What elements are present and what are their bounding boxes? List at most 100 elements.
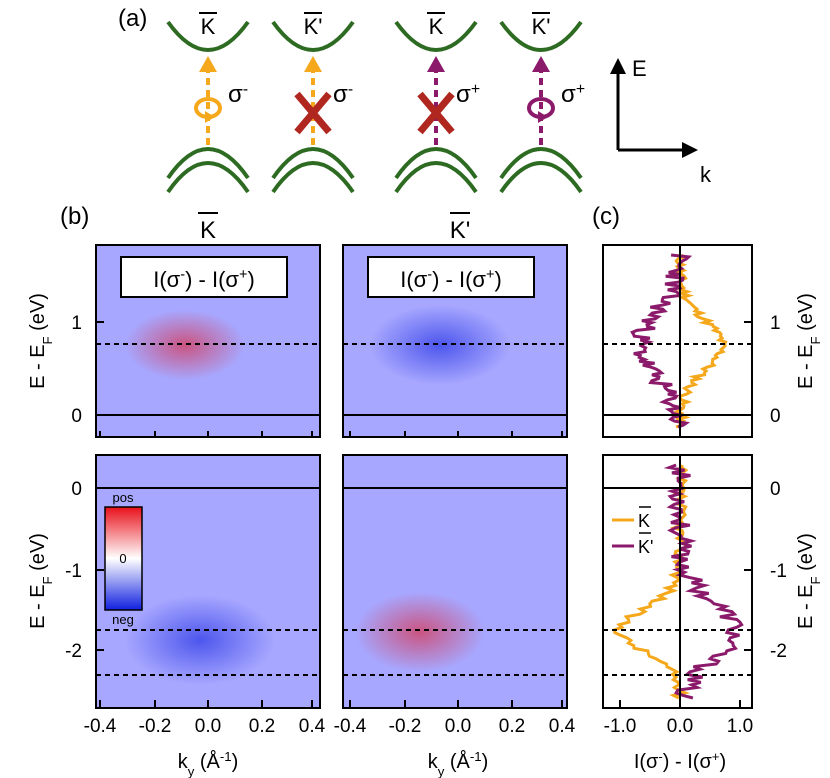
kprime-profile	[630, 253, 693, 429]
profile-plot-1	[602, 244, 753, 438]
valley-label: K'	[304, 14, 323, 39]
arrow-head	[532, 56, 550, 72]
legend: K K'	[612, 506, 653, 557]
polarization-label: σ-	[333, 81, 353, 109]
difference-label: I(σ-) - I(σ+)	[153, 267, 255, 292]
column-title: K'	[450, 217, 471, 244]
x-tick-label: -0.2	[389, 716, 422, 737]
transition-column-3: Kσ+	[394, 12, 480, 194]
transition-column-4: K' σ+	[499, 12, 585, 194]
panel-c: (c) K K' -1.0 0.0 1.0I(σ-) - I(σ+) 1 0 0 -1 -2 E -…	[592, 203, 823, 773]
profile-frame	[602, 244, 753, 438]
panel-b: (b) K K' I(σ-) - I(σ+) I(σ-) - I(σ+) pos 0 ne…	[27, 203, 576, 778]
x-tick-label: 1.0	[727, 716, 753, 737]
dichroism-profiles: K K' -1.0 0.0 1.0I(σ-) - I(σ+) 1 0 0 -1 -2 E - EF …	[602, 244, 823, 774]
map-kprime-upper: I(σ-) - I(σ+)	[342, 244, 568, 438]
conduction-band	[499, 20, 583, 52]
difference-label-box	[367, 256, 535, 298]
x-axis-label: I(σ-) - I(σ+)	[634, 749, 726, 774]
k-axis-arrow	[682, 142, 698, 158]
polarization-label: σ+	[456, 81, 480, 109]
x-tick-label: -0.4	[334, 716, 367, 737]
colorbar: pos 0 neg	[104, 490, 143, 627]
conduction-band	[271, 20, 355, 52]
valence-band-upper	[394, 147, 478, 180]
legend-label: K	[638, 511, 650, 531]
map-frame	[342, 454, 568, 709]
y-tick-label: -1	[770, 561, 787, 582]
valence-band-lower	[271, 161, 355, 194]
transition-column-2: K' σ-	[271, 12, 355, 194]
e-axis-label: E	[632, 56, 647, 81]
forbidden-cross-icon	[417, 91, 455, 135]
x-tick-label: 0.2	[249, 716, 275, 737]
panel-a: (a) Kσ- K' σ- Kσ+ K' σ+ E k	[118, 5, 712, 194]
map-noise	[343, 455, 567, 708]
dichroism-feature	[125, 310, 245, 380]
y-tick-label: 1	[770, 313, 781, 334]
dichroism-feature	[370, 305, 510, 385]
conduction-band	[166, 20, 250, 52]
colorbar-bottom-label: neg	[112, 612, 134, 627]
y-axis-label: E - EF (eV)	[795, 533, 823, 629]
y-tick-label: 1	[71, 313, 82, 334]
x-tick-label: 0.2	[499, 716, 525, 737]
profile-frame	[602, 454, 753, 709]
profile-curves	[612, 463, 744, 700]
map-frame	[342, 244, 568, 438]
y-tick-label: 0	[71, 406, 82, 427]
y-tick-label: 0	[71, 479, 82, 500]
x-tick-label: -0.2	[139, 716, 172, 737]
k-axis-label: k	[700, 162, 712, 187]
colorbar-mid-label: 0	[119, 551, 126, 566]
x-tick-label: 0.4	[299, 716, 326, 737]
dichroism-feature	[125, 595, 275, 685]
kprime-profile	[663, 463, 744, 700]
e-k-axes: E k	[610, 56, 712, 187]
difference-label-box	[120, 256, 288, 298]
panel-b-label: (b)	[60, 203, 89, 230]
panel-c-label: (c)	[592, 203, 620, 230]
y-axis-label: E - EF (eV)	[27, 533, 55, 629]
valence-band-upper	[271, 147, 355, 180]
colorbar-top-label: pos	[113, 490, 134, 505]
y-tick-label: -1	[65, 561, 82, 582]
e-axis-arrow	[610, 58, 626, 74]
profile-curves	[630, 253, 728, 429]
polarization-label: σ+	[561, 81, 585, 109]
column-title: K	[200, 217, 216, 244]
y-axis-label: E - EF (eV)	[795, 293, 823, 389]
legend-label: K'	[638, 537, 653, 557]
x-tick-label: -1.0	[604, 716, 637, 737]
polarization-label: σ-	[228, 81, 248, 109]
x-tick-label: 0.4	[549, 716, 576, 737]
colorbar-gradient	[104, 506, 143, 611]
x-tick-label: 0.0	[445, 716, 471, 737]
valence-band-lower	[499, 161, 583, 194]
y-tick-label: -2	[65, 641, 82, 662]
valence-band-lower	[394, 161, 478, 194]
polarization-arrow-icon	[538, 111, 548, 123]
valence-band-lower	[166, 161, 250, 194]
transition-column-1: Kσ-	[166, 12, 250, 194]
column-titles: K K'	[198, 212, 471, 244]
valley-label: K	[201, 14, 216, 39]
map-k-upper: I(σ-) - I(σ+)	[95, 244, 321, 438]
forbidden-cross-icon	[294, 91, 332, 135]
conduction-band	[394, 20, 478, 52]
difference-label: I(σ-) - I(σ+)	[400, 267, 502, 292]
y-tick-label: -2	[770, 641, 787, 662]
valence-band-upper	[166, 147, 250, 180]
polarization-arrow-icon	[205, 111, 215, 123]
profile-plot-2	[602, 454, 753, 709]
map-kprime-lower	[342, 454, 568, 709]
arrow-head	[199, 56, 217, 72]
valence-band-upper	[499, 147, 583, 180]
arrow-head	[427, 56, 445, 72]
x-tick-label: 0.0	[195, 716, 221, 737]
intensity-maps: I(σ-) - I(σ+) I(σ-) - I(σ+) pos 0 neg	[95, 244, 568, 709]
panel-a-label: (a)	[118, 5, 147, 32]
valley-label: K	[429, 14, 444, 39]
map-axes: -0.4 -0.2 0.0 0.2 0.4 ky (Å-1) -0.4 -0.2 0.0 0.2 0…	[27, 293, 576, 778]
